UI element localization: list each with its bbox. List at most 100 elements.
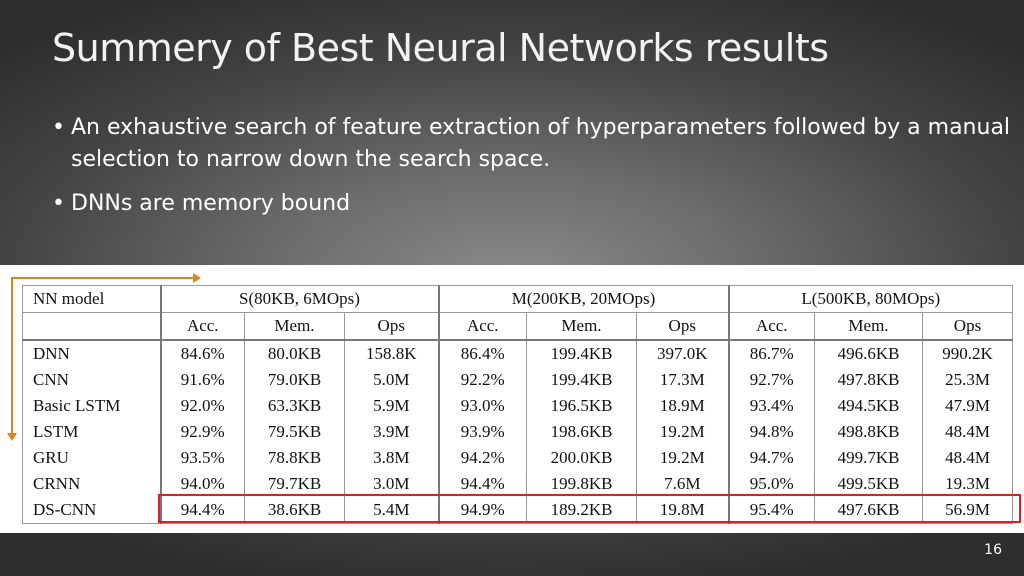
bullet-text: An exhaustive search of feature extracti…	[71, 115, 1011, 172]
table-cell: 84.6%	[159, 340, 245, 367]
table-cell: 94.7%	[727, 445, 815, 471]
highlight-box	[158, 494, 1021, 523]
subheader-acc: Acc.	[159, 312, 245, 341]
bullet-symbol: •	[52, 115, 65, 140]
table-cell: 80.0KB	[244, 340, 345, 367]
vertical-arrow-icon	[7, 277, 17, 441]
subheader-acc: Acc.	[727, 312, 815, 341]
table-cell: 92.2%	[437, 367, 527, 393]
table-cell: 7.6M	[636, 471, 729, 497]
subheader-ops: Ops	[636, 312, 729, 341]
table-cell: 94.4%	[437, 471, 527, 497]
table-cell: 78.8KB	[244, 445, 345, 471]
table-row: DNN 84.6% 80.0KB 158.8K 86.4% 199.4KB 397.0K 86…	[22, 340, 1013, 367]
table-cell: 93.4%	[727, 393, 815, 419]
table-cell: 3.0M	[344, 471, 439, 497]
table-cell: 94.4%	[159, 497, 245, 524]
model-name-cell: CNN	[22, 367, 161, 393]
table-cell: 79.5KB	[244, 419, 345, 445]
table-cell: 189.2KB	[526, 497, 637, 524]
group-header-medium: M(200KB, 20MOps)	[437, 285, 729, 313]
model-header: NN model	[22, 285, 161, 313]
results-table-image: NN model S(80KB, 6MOps) M(200KB, 20MOps)…	[0, 265, 1024, 533]
results-table: NN model S(80KB, 6MOps) M(200KB, 20MOps)…	[22, 285, 1013, 524]
bullet-list: • An exhaustive search of feature extrac…	[52, 112, 1012, 232]
table-cell: 94.0%	[159, 471, 245, 497]
table-cell: 79.7KB	[244, 471, 345, 497]
table-cell: 494.5KB	[814, 393, 923, 419]
table-cell: 497.6KB	[814, 497, 923, 524]
model-name-cell: GRU	[22, 445, 161, 471]
table-cell: 496.6KB	[814, 340, 923, 367]
subheader-mem: Mem.	[244, 312, 345, 341]
table-cell: 93.5%	[159, 445, 245, 471]
table-cell: 3.8M	[344, 445, 439, 471]
table-cell: 56.9M	[922, 497, 1013, 524]
table-row: Basic LSTM 92.0% 63.3KB 5.9M 93.0% 196.5KB 18.…	[22, 393, 1013, 419]
table-cell: 18.9M	[636, 393, 729, 419]
table-cell: 94.2%	[437, 445, 527, 471]
horizontal-arrow-icon	[11, 273, 201, 283]
model-name-cell: CRNN	[22, 471, 161, 497]
table-cell: 47.9M	[922, 393, 1013, 419]
model-name-cell: Basic LSTM	[22, 393, 161, 419]
table-cell: 990.2K	[922, 340, 1013, 367]
table-cell: 94.8%	[727, 419, 815, 445]
table-cell: 79.0KB	[244, 367, 345, 393]
table-cell: 3.9M	[344, 419, 439, 445]
table-cell: 38.6KB	[244, 497, 345, 524]
table-row: CNN 91.6% 79.0KB 5.0M 92.2% 199.4KB 17.3M 92.7%…	[22, 367, 1013, 393]
subheader-ops: Ops	[344, 312, 439, 341]
table-row: CRNN 94.0% 79.7KB 3.0M 94.4% 199.8KB 7.6M 95.0%…	[22, 471, 1013, 497]
table-cell: 5.4M	[344, 497, 439, 524]
table-cell: 199.4KB	[526, 340, 637, 367]
table-cell: 86.7%	[727, 340, 815, 367]
table-row: GRU 93.5% 78.8KB 3.8M 94.2% 200.0KB 19.2M 94.7%…	[22, 445, 1013, 471]
table-cell: 19.2M	[636, 419, 729, 445]
table-cell: 25.3M	[922, 367, 1013, 393]
table-cell: 48.4M	[922, 419, 1013, 445]
bullet-symbol: •	[52, 191, 65, 216]
table-row: LSTM 92.9% 79.5KB 3.9M 93.9% 198.6KB 19.2M 94.8…	[22, 419, 1013, 445]
table-cell: 93.0%	[437, 393, 527, 419]
table-cell: 91.6%	[159, 367, 245, 393]
table-cell: 196.5KB	[526, 393, 637, 419]
table-cell: 19.3M	[922, 471, 1013, 497]
bullet-item: • DNNs are memory bound	[52, 188, 1012, 220]
group-header-small: S(80KB, 6MOps)	[159, 285, 439, 313]
table-cell: 497.8KB	[814, 367, 923, 393]
table-cell: 17.3M	[636, 367, 729, 393]
subheader-mem: Mem.	[814, 312, 923, 341]
table-cell: 95.4%	[727, 497, 815, 524]
table-cell: 198.6KB	[526, 419, 637, 445]
table-cell: 92.7%	[727, 367, 815, 393]
table-cell: 5.0M	[344, 367, 439, 393]
subheader-mem: Mem.	[526, 312, 637, 341]
table-cell: 5.9M	[344, 393, 439, 419]
page-number: 16	[984, 542, 1002, 558]
table-row: DS-CNN 94.4% 38.6KB 5.4M 94.9% 189.2KB 19.8M 95…	[22, 497, 1013, 524]
model-name-cell: LSTM	[22, 419, 161, 445]
subheader-ops: Ops	[922, 312, 1013, 341]
model-name-cell: DS-CNN	[22, 497, 161, 524]
table-cell: 199.8KB	[526, 471, 637, 497]
table-cell: 95.0%	[727, 471, 815, 497]
table-cell: 499.5KB	[814, 471, 923, 497]
bullet-text: DNNs are memory bound	[71, 191, 351, 216]
slide-title: Summery of Best Neural Networks results	[52, 26, 829, 70]
subheader-acc: Acc.	[437, 312, 527, 341]
table-cell: 48.4M	[922, 445, 1013, 471]
table-cell: 200.0KB	[526, 445, 637, 471]
table-cell: 63.3KB	[244, 393, 345, 419]
table-cell: 498.8KB	[814, 419, 923, 445]
group-header-large: L(500KB, 80MOps)	[727, 285, 1013, 313]
table-cell: 499.7KB	[814, 445, 923, 471]
table-cell: 19.8M	[636, 497, 729, 524]
model-name-cell: DNN	[22, 340, 161, 367]
table-cell: 93.9%	[437, 419, 527, 445]
table-cell: 94.9%	[437, 497, 527, 524]
table-cell: 397.0K	[636, 340, 729, 367]
table-cell: 158.8K	[344, 340, 439, 367]
table-cell: 92.0%	[159, 393, 245, 419]
model-subheader-blank	[22, 312, 161, 341]
